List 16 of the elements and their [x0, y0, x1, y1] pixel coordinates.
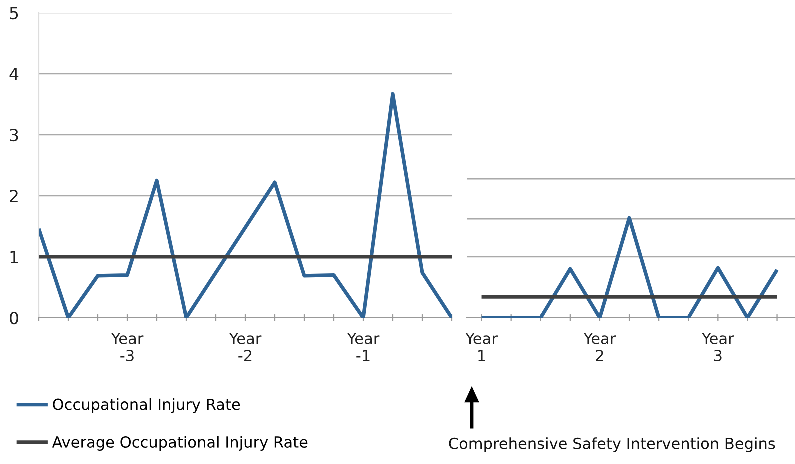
- y-tick-label: 4: [10, 68, 19, 80]
- x-tick-label: Year 3: [702, 333, 734, 362]
- legend-label: Average Occupational Injury Rate: [52, 436, 308, 451]
- x-tick-label: Year 1: [466, 333, 498, 362]
- y-tick-label: 2: [10, 190, 18, 202]
- legend-label: Occupational Injury Rate: [53, 398, 240, 414]
- x-tick-label: Year -2: [229, 333, 262, 362]
- line-series: [39, 92, 452, 318]
- x-tick-label: Year -3: [111, 333, 144, 362]
- y-tick-label: 3: [10, 128, 18, 142]
- x-tick-label: Year 2: [584, 333, 616, 362]
- y-tick-label: 5: [10, 7, 18, 20]
- text: Comprehensive Safety Intervention Begins: [449, 438, 776, 452]
- y-tick-label: 0: [10, 312, 18, 325]
- y-tick-label: 1: [10, 251, 18, 264]
- x-tick-label: Year -1: [347, 333, 380, 362]
